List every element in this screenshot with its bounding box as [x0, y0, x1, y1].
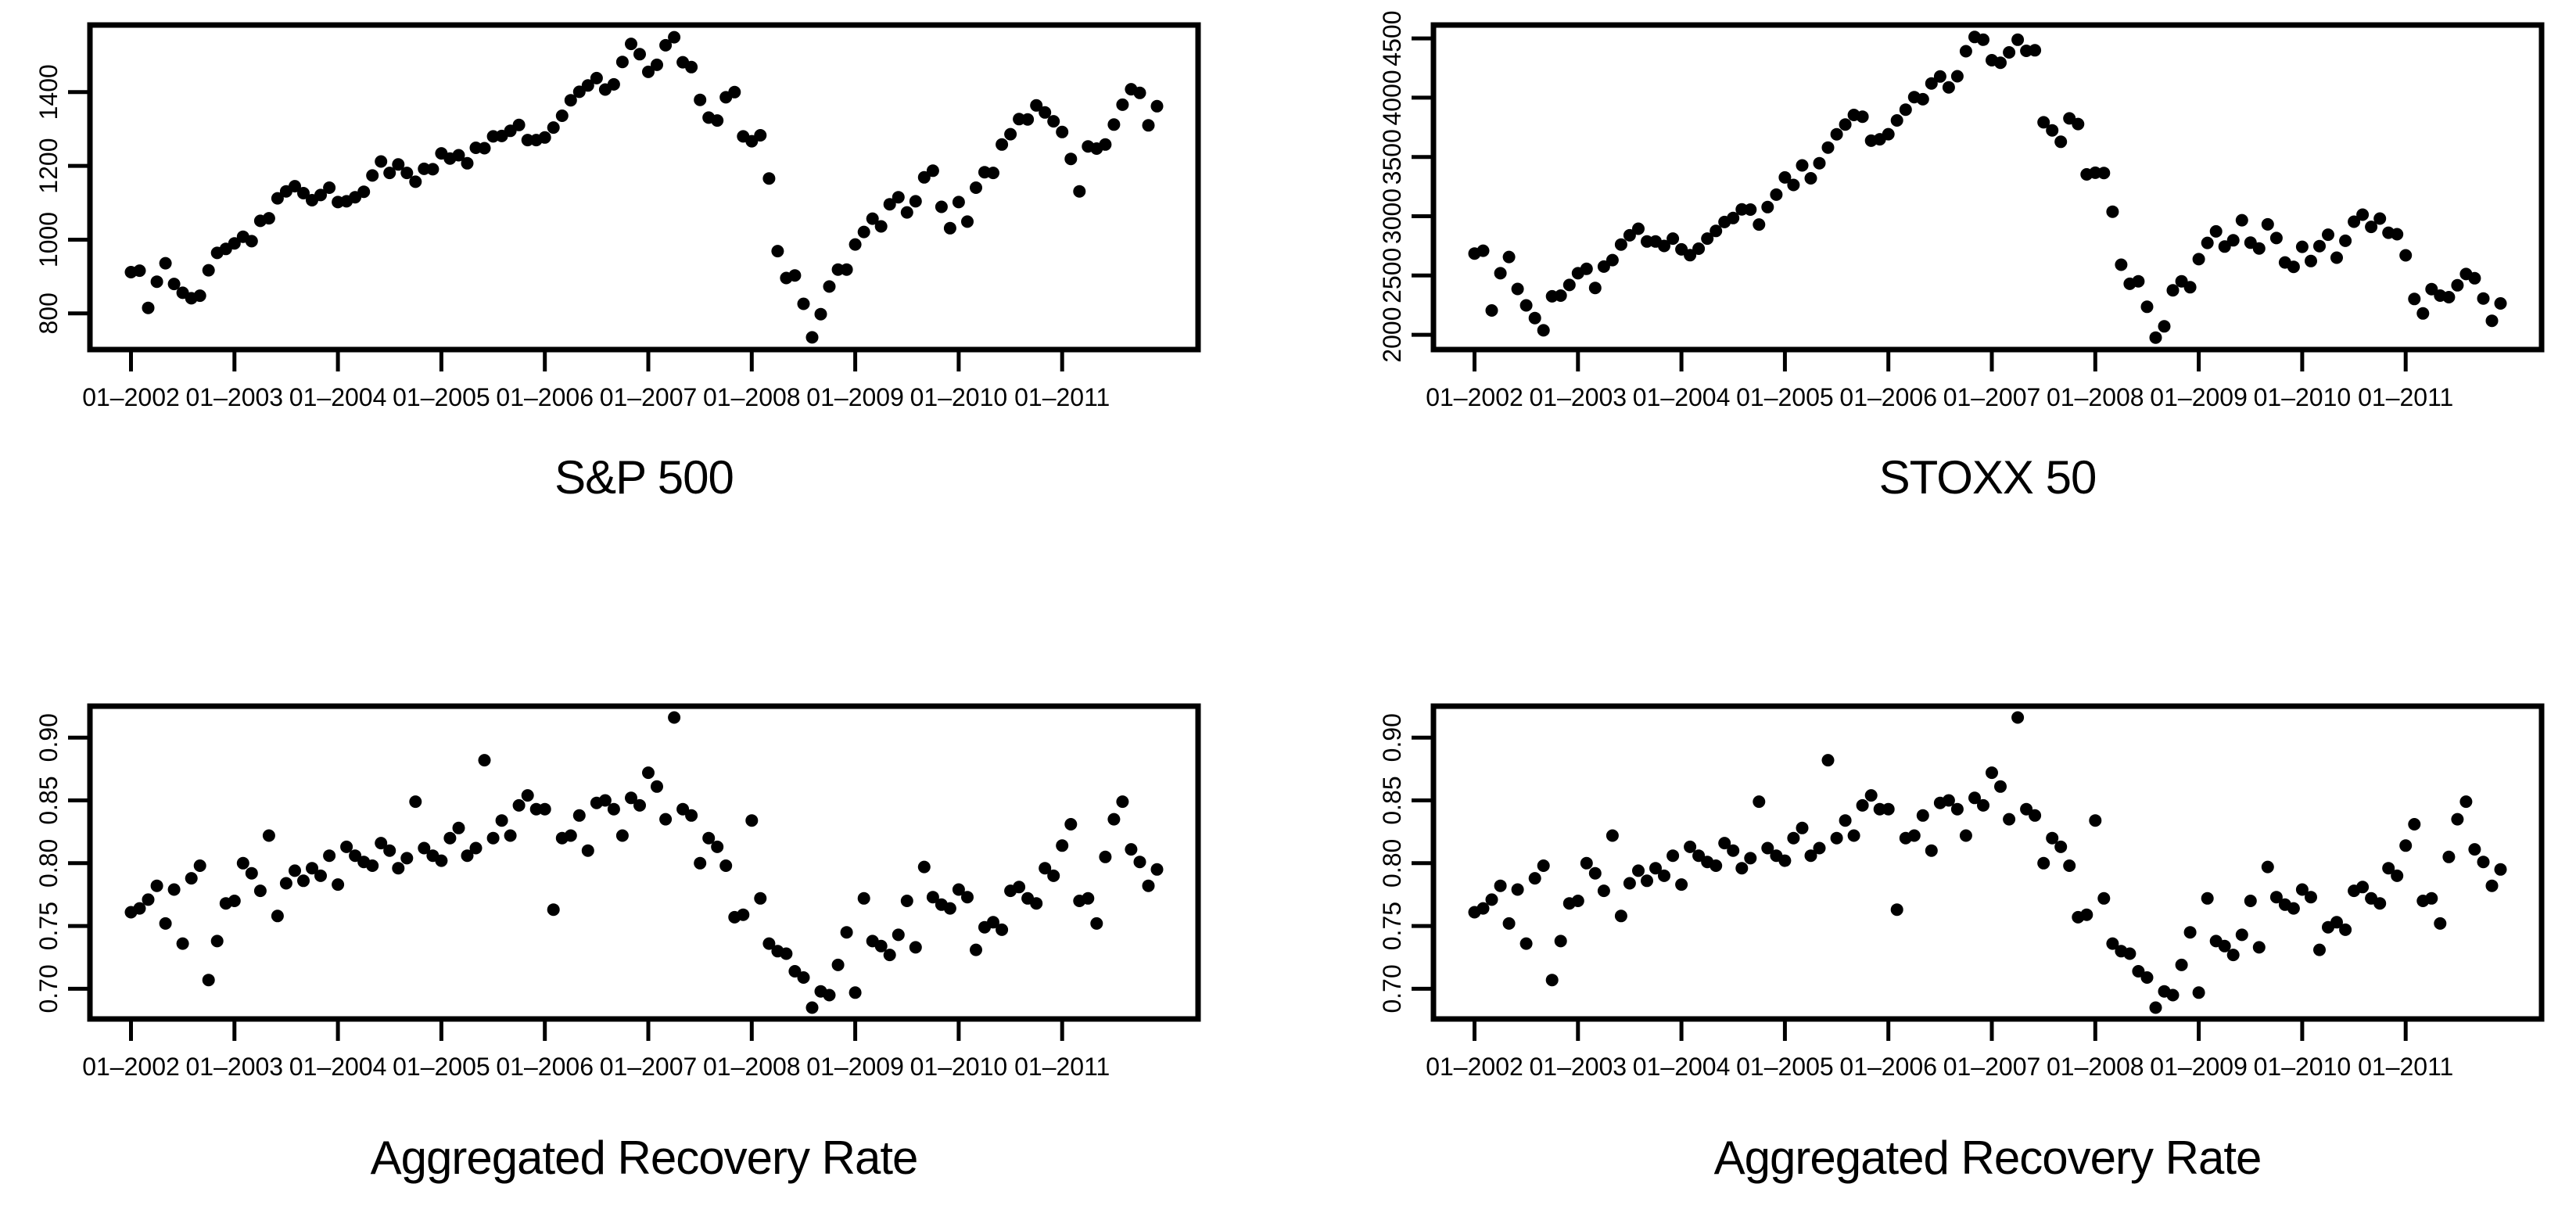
- svg-text:01–2004: 01–2004: [289, 1053, 387, 1081]
- svg-text:01–2010: 01–2010: [2254, 1053, 2352, 1081]
- svg-text:01–2006: 01–2006: [496, 1053, 594, 1081]
- svg-text:01–2002: 01–2002: [82, 383, 180, 411]
- svg-text:01–2011: 01–2011: [1014, 1053, 1110, 1081]
- stoxx50-scatter-plot: 01–2002 01–2003 01–2004 01–2005 01–2006 01–20…: [1378, 11, 2545, 411]
- svg-text:01–2007: 01–2007: [600, 1053, 698, 1081]
- svg-text:01–2009: 01–2009: [806, 383, 904, 411]
- svg-text:01–2008: 01–2008: [703, 1053, 801, 1081]
- svg-text:01–2009: 01–2009: [806, 1053, 904, 1081]
- svg-text:3500: 3500: [1378, 129, 1406, 185]
- svg-text:0.85: 0.85: [1378, 776, 1406, 824]
- svg-text:01–2003: 01–2003: [186, 1053, 284, 1081]
- svg-text:01–2009: 01–2009: [2150, 1053, 2248, 1081]
- svg-text:01–2011: 01–2011: [1014, 383, 1110, 411]
- svg-text:01–2002: 01–2002: [1426, 1053, 1523, 1081]
- svg-text:01–2009: 01–2009: [2150, 383, 2248, 411]
- svg-text:01–2004: 01–2004: [1633, 383, 1731, 411]
- svg-text:1400: 1400: [34, 64, 63, 120]
- svg-text:01–2006: 01–2006: [496, 383, 594, 411]
- svg-text:01–2005: 01–2005: [393, 383, 490, 411]
- svg-text:01–2005: 01–2005: [1736, 1053, 1834, 1081]
- svg-text:01–2010: 01–2010: [2254, 383, 2352, 411]
- svg-text:1200: 1200: [34, 138, 63, 194]
- svg-text:3000: 3000: [1378, 188, 1406, 244]
- svg-text:0.75: 0.75: [1378, 902, 1406, 950]
- svg-text:01–2010: 01–2010: [910, 1053, 1008, 1081]
- svg-text:0.85: 0.85: [34, 776, 63, 824]
- svg-text:01–2007: 01–2007: [1943, 383, 2041, 411]
- stoxx50-title: STOXX 50: [1878, 451, 2097, 504]
- svg-text:0.90: 0.90: [34, 713, 63, 762]
- svg-text:01–2002: 01–2002: [82, 1053, 180, 1081]
- sp500-scatter-plot: 01–2002 01–2003 01–2004 01–2005 01–2006 01–20…: [34, 22, 1201, 411]
- svg-text:2000: 2000: [1378, 307, 1406, 363]
- svg-text:01–2005: 01–2005: [393, 1053, 490, 1081]
- svg-text:0.75: 0.75: [34, 902, 63, 950]
- svg-text:4500: 4500: [1378, 11, 1406, 66]
- svg-text:0.80: 0.80: [34, 839, 63, 888]
- svg-text:1000: 1000: [34, 212, 63, 267]
- svg-text:01–2011: 01–2011: [2358, 383, 2453, 411]
- svg-text:2500: 2500: [1378, 248, 1406, 303]
- svg-text:800: 800: [34, 292, 63, 334]
- recovery-rate-left-scatter-plot: 01–2002 01–2003 01–2004 01–2005 01–2006 01–20…: [34, 703, 1201, 1081]
- svg-text:01–2008: 01–2008: [703, 383, 801, 411]
- svg-text:01–2004: 01–2004: [289, 383, 387, 411]
- svg-text:01–2003: 01–2003: [186, 383, 284, 411]
- svg-text:01–2007: 01–2007: [1943, 1053, 2041, 1081]
- svg-text:01–2004: 01–2004: [1633, 1053, 1731, 1081]
- svg-text:01–2003: 01–2003: [1530, 383, 1627, 411]
- recovery-rate-right-title: Aggregated Recovery Rate: [1713, 1132, 2262, 1184]
- svg-text:01–2006: 01–2006: [1839, 383, 1937, 411]
- sp500-title: S&P 500: [554, 451, 734, 504]
- recovery-rate-left-title: Aggregated Recovery Rate: [370, 1132, 919, 1184]
- svg-text:0.90: 0.90: [1378, 713, 1406, 762]
- svg-text:01–2011: 01–2011: [2358, 1053, 2453, 1081]
- svg-text:4000: 4000: [1378, 70, 1406, 125]
- svg-text:0.80: 0.80: [1378, 839, 1406, 888]
- recovery-rate-right-scatter-plot: 01–2002 01–2003 01–2004 01–2005 01–2006 01–20…: [1378, 703, 2545, 1081]
- svg-text:0.70: 0.70: [34, 964, 63, 1013]
- svg-text:01–2005: 01–2005: [1736, 383, 1834, 411]
- svg-text:01–2007: 01–2007: [600, 383, 698, 411]
- svg-text:01–2008: 01–2008: [2047, 1053, 2144, 1081]
- svg-text:01–2008: 01–2008: [2047, 383, 2144, 411]
- svg-text:01–2003: 01–2003: [1530, 1053, 1627, 1081]
- svg-text:0.70: 0.70: [1378, 964, 1406, 1013]
- svg-text:01–2010: 01–2010: [910, 383, 1008, 411]
- svg-text:01–2006: 01–2006: [1839, 1053, 1937, 1081]
- svg-text:01–2002: 01–2002: [1426, 383, 1523, 411]
